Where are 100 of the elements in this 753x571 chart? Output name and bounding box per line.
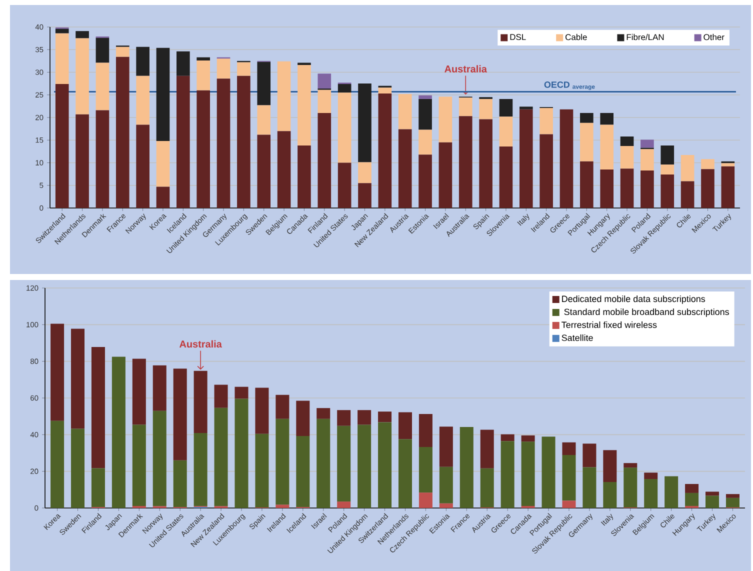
bar bbox=[479, 98, 492, 120]
bar bbox=[378, 94, 392, 208]
bar bbox=[499, 98, 513, 117]
bar bbox=[418, 130, 432, 155]
bar bbox=[680, 155, 694, 182]
bar bbox=[580, 112, 594, 123]
bar bbox=[378, 412, 392, 422]
bar bbox=[55, 28, 69, 34]
bar bbox=[562, 455, 576, 501]
bar bbox=[624, 468, 638, 508]
bar bbox=[706, 496, 720, 508]
bar bbox=[96, 62, 110, 110]
bar bbox=[580, 161, 594, 208]
bar bbox=[76, 114, 89, 208]
bar bbox=[216, 78, 230, 208]
bar bbox=[196, 60, 210, 90]
bar bbox=[91, 347, 105, 468]
bar bbox=[318, 90, 332, 113]
bar bbox=[620, 136, 634, 146]
bar bbox=[296, 400, 310, 436]
bar bbox=[194, 433, 208, 506]
bar bbox=[237, 62, 250, 76]
legend-label: Standard mobile broadband subscriptions bbox=[564, 308, 729, 317]
bar bbox=[519, 106, 533, 110]
bar bbox=[600, 170, 614, 208]
bar bbox=[276, 504, 290, 508]
legend-label: Cable bbox=[566, 34, 587, 40]
bar bbox=[721, 166, 735, 208]
bar bbox=[338, 162, 352, 208]
bar bbox=[132, 358, 146, 425]
bar bbox=[96, 38, 110, 63]
bar bbox=[196, 90, 210, 208]
bar bbox=[479, 119, 492, 208]
bar bbox=[398, 94, 412, 130]
bar bbox=[640, 140, 654, 148]
annotation: Australia bbox=[444, 65, 488, 72]
bar bbox=[55, 33, 69, 84]
bar bbox=[624, 463, 638, 468]
bar bbox=[173, 460, 187, 508]
bar bbox=[640, 170, 654, 208]
bar bbox=[500, 434, 514, 442]
bar bbox=[276, 394, 290, 419]
bar bbox=[337, 410, 351, 426]
bar bbox=[378, 88, 392, 94]
bar bbox=[71, 428, 85, 508]
bar bbox=[458, 116, 472, 208]
bar bbox=[620, 168, 634, 208]
legend-label: Fibre/LAN bbox=[626, 34, 664, 40]
legend-label: Other bbox=[704, 34, 724, 40]
bar bbox=[358, 162, 372, 184]
bar bbox=[600, 112, 614, 125]
bar bbox=[216, 58, 230, 79]
bar bbox=[338, 84, 352, 93]
bar bbox=[664, 476, 678, 508]
bar bbox=[418, 154, 432, 208]
bar bbox=[644, 479, 658, 508]
bar bbox=[439, 426, 453, 467]
bar bbox=[338, 92, 352, 163]
bar bbox=[337, 502, 351, 508]
bar bbox=[726, 498, 740, 508]
bar bbox=[255, 388, 269, 434]
bar bbox=[701, 169, 714, 208]
bar bbox=[521, 442, 535, 506]
bar bbox=[685, 492, 699, 506]
bar bbox=[116, 56, 130, 208]
bar bbox=[418, 446, 432, 493]
bar bbox=[257, 62, 271, 106]
bar bbox=[176, 51, 190, 76]
bar bbox=[298, 146, 311, 208]
bar bbox=[358, 424, 372, 508]
bar bbox=[582, 444, 596, 468]
bar bbox=[480, 430, 494, 468]
bar bbox=[91, 468, 105, 508]
bar bbox=[580, 122, 594, 162]
bar bbox=[298, 62, 311, 66]
bar bbox=[76, 38, 89, 114]
bar bbox=[398, 412, 412, 440]
bar bbox=[358, 410, 372, 425]
bar bbox=[50, 420, 64, 508]
bar bbox=[296, 436, 310, 508]
bar bbox=[600, 124, 614, 170]
bar bbox=[50, 324, 64, 421]
bar bbox=[277, 61, 291, 132]
bar bbox=[480, 468, 494, 508]
bar bbox=[298, 65, 311, 146]
legend-label: DSL bbox=[510, 34, 526, 40]
bar bbox=[680, 181, 694, 208]
bar bbox=[458, 98, 472, 116]
bar bbox=[257, 134, 271, 208]
bar bbox=[234, 386, 248, 399]
bar bbox=[418, 95, 432, 99]
bar bbox=[560, 109, 574, 208]
bar bbox=[276, 418, 290, 505]
bar bbox=[255, 434, 269, 508]
bar bbox=[173, 368, 187, 460]
bar bbox=[214, 384, 228, 408]
bar bbox=[156, 48, 170, 142]
bar bbox=[318, 112, 332, 208]
bar bbox=[257, 105, 271, 135]
bar bbox=[237, 76, 250, 208]
